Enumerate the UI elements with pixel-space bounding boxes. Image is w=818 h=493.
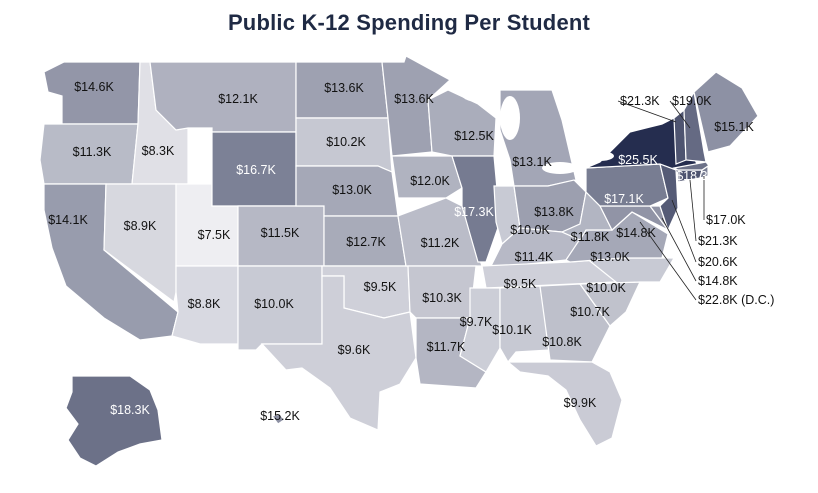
lake bbox=[460, 82, 496, 102]
label-wv: $11.8K bbox=[571, 230, 610, 244]
state-ak bbox=[65, 375, 163, 467]
label-ny: $25.5K bbox=[618, 153, 658, 167]
label-ks: $12.7K bbox=[346, 235, 386, 249]
label-ok: $9.5K bbox=[364, 280, 397, 294]
label-ky: $11.4K bbox=[515, 250, 554, 264]
state-hi bbox=[270, 413, 285, 425]
label-wi: $12.5K bbox=[454, 129, 494, 143]
leader-line-ct bbox=[689, 179, 697, 242]
label-wy: $16.7K bbox=[236, 163, 276, 177]
label-ak: $18.3K bbox=[110, 403, 150, 417]
label-id: $8.3K bbox=[142, 144, 175, 158]
lake bbox=[500, 96, 520, 140]
label-ms: $9.7K bbox=[460, 315, 493, 329]
leader-line-nh bbox=[669, 100, 691, 129]
state-il bbox=[451, 155, 501, 263]
label-sd: $10.2K bbox=[326, 135, 366, 149]
label-me: $15.1K bbox=[714, 120, 754, 134]
label-va: $13.0K bbox=[590, 250, 630, 264]
leader-line-dc bbox=[639, 221, 697, 301]
lake bbox=[542, 162, 578, 174]
label-pa: $17.1K bbox=[604, 192, 644, 206]
state-fl bbox=[506, 361, 623, 447]
label-tx: $9.6K bbox=[338, 343, 371, 357]
label-mt: $12.1K bbox=[218, 92, 258, 106]
label-hi: $15.2K bbox=[260, 409, 300, 423]
state-ga bbox=[539, 283, 611, 363]
label-ri: $17.0K bbox=[706, 213, 746, 227]
state-nh bbox=[683, 90, 707, 163]
label-nv: $8.9K bbox=[124, 219, 157, 233]
state-nv bbox=[103, 183, 177, 304]
label-ca: $14.1K bbox=[48, 213, 88, 227]
label-nd: $13.6K bbox=[324, 81, 364, 95]
label-ne: $13.0K bbox=[332, 183, 372, 197]
label-nm: $10.0K bbox=[254, 297, 294, 311]
label-mn: $13.6K bbox=[394, 92, 434, 106]
state-wi bbox=[427, 89, 497, 157]
label-mo: $11.2K bbox=[421, 236, 460, 250]
label-al: $10.1K bbox=[492, 323, 532, 337]
label-ct: $21.3K bbox=[698, 234, 738, 248]
state-nc bbox=[579, 257, 676, 285]
label-nc: $10.0K bbox=[586, 281, 626, 295]
label-nh: $19.0K bbox=[672, 94, 712, 108]
label-nj: $20.6K bbox=[698, 255, 738, 269]
label-or: $11.3K bbox=[73, 145, 112, 159]
label-in: $10.0K bbox=[510, 223, 550, 237]
label-de: $14.8K bbox=[698, 274, 738, 288]
label-vt: $21.3K bbox=[620, 94, 660, 108]
state-tx bbox=[260, 275, 417, 431]
leader-line-de bbox=[661, 217, 697, 282]
label-sc: $10.7K bbox=[570, 305, 610, 319]
state-me bbox=[693, 71, 759, 153]
label-mi: $13.1K bbox=[512, 155, 552, 169]
label-wa: $14.6K bbox=[74, 80, 114, 94]
label-ar: $10.3K bbox=[422, 291, 462, 305]
label-dc: $22.8K (D.C.) bbox=[698, 293, 774, 307]
label-fl: $9.9K bbox=[564, 396, 597, 410]
label-oh: $13.8K bbox=[534, 205, 574, 219]
label-ma: $18.3K bbox=[676, 169, 716, 183]
leader-line-vt bbox=[617, 100, 677, 123]
label-md: $14.8K bbox=[616, 226, 656, 240]
label-az: $8.8K bbox=[188, 297, 221, 311]
lake bbox=[586, 151, 614, 161]
label-il: $17.3K bbox=[454, 205, 494, 219]
label-co: $11.5K bbox=[261, 226, 300, 240]
label-ga: $10.8K bbox=[542, 335, 582, 349]
label-ut: $7.5K bbox=[198, 228, 231, 242]
label-tn: $9.5K bbox=[504, 277, 537, 291]
label-la: $11.7K bbox=[427, 340, 466, 354]
label-ia: $12.0K bbox=[410, 174, 450, 188]
map-title: Public K-12 Spending Per Student bbox=[227, 10, 591, 35]
state-ia bbox=[391, 155, 463, 199]
leader-line-nj bbox=[671, 199, 697, 263]
